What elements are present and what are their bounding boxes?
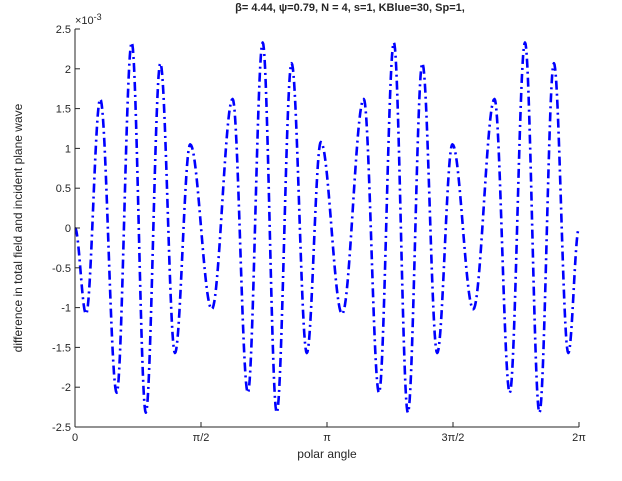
y-tick-label: 0.5 bbox=[56, 183, 71, 195]
y-tick-label: 1 bbox=[65, 143, 71, 155]
x-ticks: 0 π/2 π 3π/2 2π bbox=[72, 422, 586, 444]
plot-area: 0 π/2 π 3π/2 2π 2.5 2 1.5 1 0.5 0 -0.5 -1 -1.5 -2 -2.5 bbox=[52, 24, 586, 444]
y-tick-label: -2.5 bbox=[52, 422, 71, 434]
series-group bbox=[74, 41, 580, 414]
x-tick-label: 3π/2 bbox=[442, 432, 465, 444]
plot-background bbox=[75, 29, 579, 427]
x-tick-label: π bbox=[323, 432, 331, 444]
y-tick-label: 2.5 bbox=[56, 24, 71, 36]
y-tick-label: 0 bbox=[65, 223, 71, 235]
y-exponent-label: ×10-3 bbox=[75, 12, 102, 27]
y-exponent-power: -3 bbox=[94, 12, 102, 22]
y-tick-label: -1.5 bbox=[52, 342, 71, 354]
chart-title: β= 4.44, ψ=0.79, N = 4, s=1, KBlue=30, S… bbox=[235, 2, 465, 14]
x-tick-label: 0 bbox=[72, 432, 78, 444]
y-axis-label: difference in total field and incident p… bbox=[11, 103, 25, 352]
x-tick-label: π/2 bbox=[193, 432, 210, 444]
y-exponent-base: ×10 bbox=[75, 15, 94, 27]
y-tick-label: 2 bbox=[65, 64, 71, 76]
y-tick-label: 1.5 bbox=[56, 104, 71, 116]
y-tick-label: -0.5 bbox=[52, 263, 71, 275]
x-axis-label: polar angle bbox=[297, 447, 357, 461]
x-tick-label: 2π bbox=[572, 432, 586, 444]
y-tick-label: -2 bbox=[61, 382, 71, 394]
series-line bbox=[74, 41, 580, 414]
y-ticks: 2.5 2 1.5 1 0.5 0 -0.5 -1 -1.5 -2 -2.5 bbox=[52, 24, 80, 434]
y-tick-label: -1 bbox=[61, 303, 71, 315]
